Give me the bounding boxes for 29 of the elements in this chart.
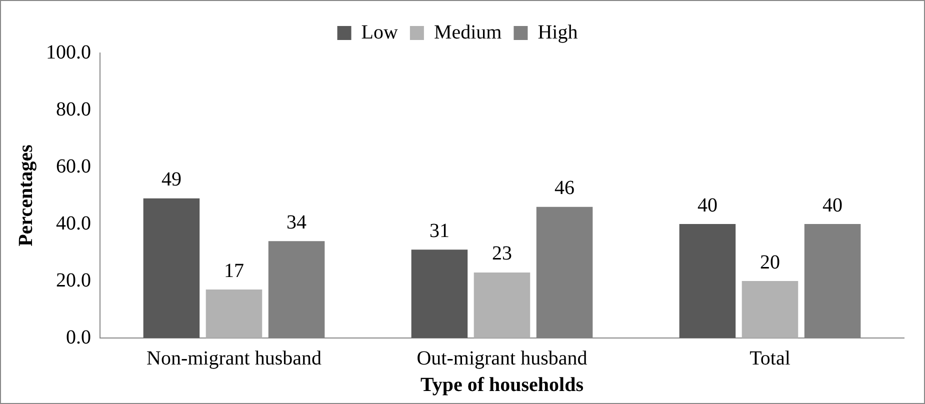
- x-tick-label: Non-migrant husband: [146, 347, 322, 370]
- x-tick-label: Total: [750, 347, 791, 370]
- legend-label: High: [538, 21, 578, 44]
- y-tick-label: 80.0: [56, 98, 91, 120]
- data-label: 31: [429, 220, 450, 242]
- data-label: 34: [286, 211, 307, 234]
- bar: [742, 281, 798, 338]
- data-label: 20: [760, 251, 780, 274]
- bar: [411, 250, 468, 338]
- x-axis-title: Type of households: [420, 374, 584, 396]
- bar: [474, 272, 530, 338]
- y-tick-label: 20.0: [56, 269, 91, 292]
- legend-label: Low: [361, 21, 398, 44]
- data-label: 46: [554, 177, 575, 200]
- data-label: 40: [822, 194, 843, 216]
- x-tick-label: Out-migrant husband: [416, 347, 588, 370]
- data-label: 49: [161, 168, 182, 191]
- bar: [679, 224, 736, 338]
- bar: [143, 198, 200, 338]
- data-label: 40: [697, 194, 718, 216]
- y-tick-label: 0.0: [66, 326, 91, 348]
- data-label: 17: [224, 260, 244, 282]
- y-axis-title: Percentages: [15, 144, 38, 246]
- y-tick-label: 100.0: [46, 41, 91, 64]
- bar: [206, 290, 262, 338]
- y-tick-label: 40.0: [56, 212, 91, 234]
- y-tick-label: 60.0: [56, 155, 91, 178]
- legend-label: Medium: [434, 21, 502, 44]
- data-label: 23: [492, 242, 512, 265]
